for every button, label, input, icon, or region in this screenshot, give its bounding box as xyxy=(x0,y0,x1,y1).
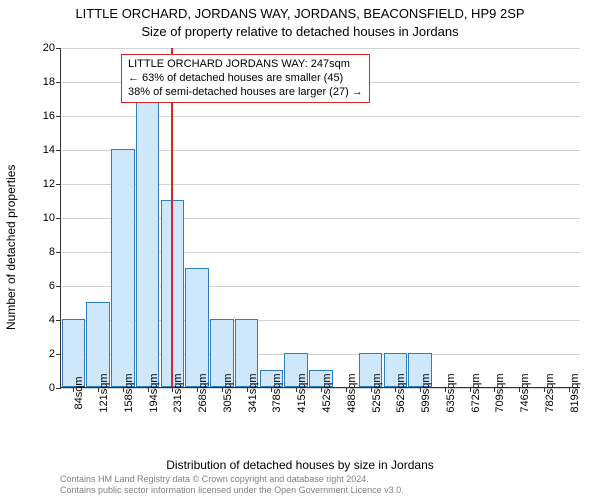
y-tick-mark xyxy=(56,320,61,321)
x-tick-label: 305sqm xyxy=(222,373,234,412)
x-tick-label: 194sqm xyxy=(148,373,160,412)
footer-line-1: Contains HM Land Registry data © Crown c… xyxy=(60,474,580,485)
annotation-line-1: LITTLE ORCHARD JORDANS WAY: 247sqm xyxy=(128,58,363,72)
plot-inner: 0246810121416182084sqm121sqm158sqm194sqm… xyxy=(60,48,580,388)
y-axis-label: Number of detached properties xyxy=(4,165,18,330)
y-tick-mark xyxy=(56,48,61,49)
y-tick-label: 8 xyxy=(49,246,55,258)
x-tick-label: 672sqm xyxy=(470,373,482,412)
y-tick-label: 18 xyxy=(43,76,55,88)
x-tick-label: 268sqm xyxy=(197,373,209,412)
x-tick-label: 525sqm xyxy=(371,373,383,412)
y-tick-label: 0 xyxy=(49,382,55,394)
y-tick-label: 2 xyxy=(49,348,55,360)
y-tick-label: 4 xyxy=(49,314,55,326)
y-tick-label: 16 xyxy=(43,110,55,122)
page-title-main: LITTLE ORCHARD, JORDANS WAY, JORDANS, BE… xyxy=(0,6,600,21)
x-tick-label: 599sqm xyxy=(420,373,432,412)
y-tick-mark xyxy=(56,116,61,117)
x-tick-label: 819sqm xyxy=(569,373,581,412)
annotation-line-2: ← 63% of detached houses are smaller (45… xyxy=(128,72,363,86)
histogram-bar xyxy=(185,268,209,387)
annotation-line-3: 38% of semi-detached houses are larger (… xyxy=(128,86,363,100)
x-tick-label: 635sqm xyxy=(445,373,457,412)
x-tick-label: 782sqm xyxy=(544,373,556,412)
y-gridline xyxy=(61,48,580,49)
x-tick-label: 562sqm xyxy=(395,373,407,412)
x-tick-label: 341sqm xyxy=(247,373,259,412)
x-tick-label: 709sqm xyxy=(494,373,506,412)
x-tick-label: 121sqm xyxy=(98,373,110,412)
y-tick-mark xyxy=(56,354,61,355)
x-tick-label: 488sqm xyxy=(346,373,358,412)
page-title-sub: Size of property relative to detached ho… xyxy=(0,24,600,39)
footer-line-2: Contains public sector information licen… xyxy=(60,485,580,496)
x-tick-label: 84sqm xyxy=(73,376,85,409)
y-tick-label: 20 xyxy=(43,42,55,54)
y-tick-mark xyxy=(56,150,61,151)
y-tick-mark xyxy=(56,252,61,253)
chart-plot-area: 0246810121416182084sqm121sqm158sqm194sqm… xyxy=(60,48,580,388)
x-tick-label: 746sqm xyxy=(519,373,531,412)
y-tick-label: 6 xyxy=(49,280,55,292)
x-tick-label: 378sqm xyxy=(271,373,283,412)
y-tick-mark xyxy=(56,82,61,83)
histogram-bar xyxy=(136,98,160,387)
x-tick-label: 415sqm xyxy=(296,373,308,412)
y-tick-mark xyxy=(56,286,61,287)
x-axis-label: Distribution of detached houses by size … xyxy=(0,458,600,472)
y-tick-mark xyxy=(56,184,61,185)
x-tick-label: 231sqm xyxy=(172,373,184,412)
x-tick-label: 452sqm xyxy=(321,373,333,412)
y-tick-label: 10 xyxy=(43,212,55,224)
y-tick-label: 14 xyxy=(43,144,55,156)
footer-attribution: Contains HM Land Registry data © Crown c… xyxy=(60,474,580,496)
y-tick-label: 12 xyxy=(43,178,55,190)
property-annotation: LITTLE ORCHARD JORDANS WAY: 247sqm← 63% … xyxy=(121,54,370,103)
histogram-bar xyxy=(111,149,135,387)
y-tick-mark xyxy=(56,218,61,219)
x-tick-label: 158sqm xyxy=(123,373,135,412)
y-tick-mark xyxy=(56,388,61,389)
